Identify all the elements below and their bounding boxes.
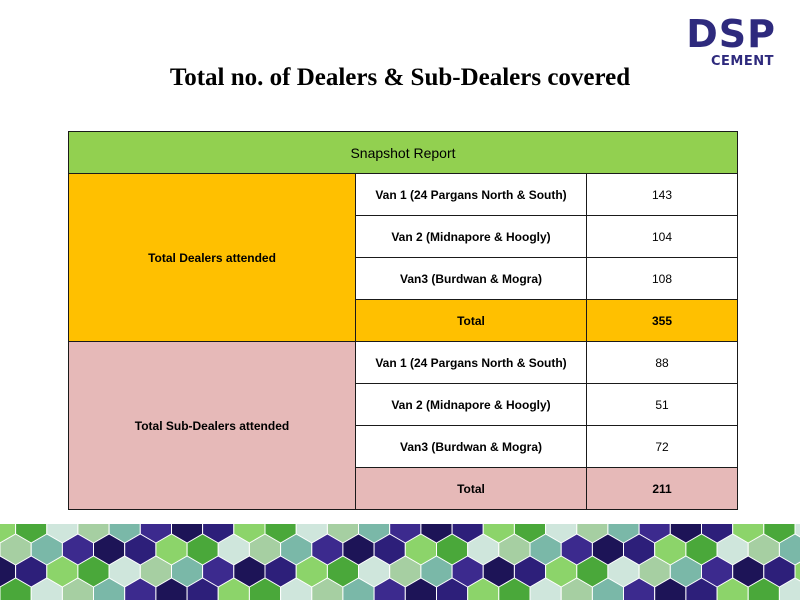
hexagon-shape bbox=[217, 577, 250, 600]
group-label-dealers: Total Dealers attended bbox=[68, 173, 356, 342]
hexagon-shape bbox=[747, 577, 780, 600]
hexagon-shape bbox=[404, 577, 437, 600]
table-row: Total Dealers attended Van 1 (24 Pargans… bbox=[68, 173, 738, 342]
hexagon-shape bbox=[373, 577, 406, 600]
count-cell: 143 bbox=[586, 173, 738, 216]
dsp-cement-logo: DSP CEMENT bbox=[636, 12, 776, 70]
van-cell: Van 2 (Midnapore & Hoogly) bbox=[355, 215, 587, 258]
table-header: Snapshot Report bbox=[68, 131, 738, 174]
hexagon-shape bbox=[560, 577, 593, 600]
van-cell: Van 1 (24 Pargans North & South) bbox=[355, 173, 587, 216]
hexagon-shape bbox=[654, 577, 687, 600]
slide-title: Total no. of Dealers & Sub-Dealers cover… bbox=[169, 64, 631, 91]
total-label: Total bbox=[355, 299, 587, 342]
total-label: Total bbox=[355, 467, 587, 510]
count-cell: 88 bbox=[586, 341, 738, 384]
van-cell: Van3 (Burdwan & Mogra) bbox=[355, 425, 587, 468]
hexagon-shape bbox=[716, 577, 749, 600]
table-header-row: Snapshot Report bbox=[68, 131, 738, 174]
hexagon-shape bbox=[124, 577, 157, 600]
snapshot-report-table: Snapshot Report Total Dealers attended V… bbox=[68, 131, 738, 510]
table-row: Van3 (Burdwan & Mogra) 72 bbox=[69, 425, 738, 468]
logo-sub: CEMENT bbox=[711, 54, 774, 69]
total-value: 211 bbox=[586, 467, 738, 510]
count-cell: 104 bbox=[586, 215, 738, 258]
decorative-hexagon-banner bbox=[0, 524, 800, 600]
van-cell: Van 2 (Midnapore & Hoogly) bbox=[355, 383, 587, 426]
hexagon-shape bbox=[155, 577, 188, 600]
hexagon-shape bbox=[498, 577, 531, 600]
count-cell: 108 bbox=[586, 257, 738, 300]
van-cell: Van3 (Burdwan & Mogra) bbox=[355, 257, 587, 300]
count-cell: 51 bbox=[586, 383, 738, 426]
hexagon-shape bbox=[529, 577, 562, 600]
hexagon-shape bbox=[685, 577, 718, 600]
group-label-subdealers: Total Sub-Dealers attended bbox=[68, 341, 356, 510]
total-value: 355 bbox=[586, 299, 738, 342]
hexagon-shape bbox=[591, 577, 624, 600]
hexagon-shape bbox=[186, 577, 219, 600]
hexagon-shape bbox=[93, 577, 126, 600]
table-row: Van 2 (Midnapore & Hoogly) 51 bbox=[69, 383, 738, 426]
table-row: Total Sub-Dealers attended Van 1 (24 Par… bbox=[68, 341, 738, 510]
table-row: Van3 (Burdwan & Mogra) 108 bbox=[69, 257, 738, 300]
count-cell: 72 bbox=[586, 425, 738, 468]
hexagon-shape bbox=[778, 577, 800, 600]
hexagon-shape bbox=[0, 577, 32, 600]
total-row-subdealers: Total 211 bbox=[69, 467, 738, 510]
van-cell: Van 1 (24 Pargans North & South) bbox=[355, 341, 587, 384]
hexagon-shape bbox=[623, 577, 656, 600]
logo-brand: DSP bbox=[686, 12, 776, 56]
hexagon-shape bbox=[248, 577, 282, 600]
hexagon-shape bbox=[436, 577, 469, 600]
hexagon-shape bbox=[311, 577, 344, 600]
hexagon-shape bbox=[61, 577, 94, 600]
hexagon-shape bbox=[280, 577, 313, 600]
hexagon-shape bbox=[30, 577, 63, 600]
hexagon-shape bbox=[342, 577, 375, 600]
hexagon-shape bbox=[467, 577, 500, 600]
table-row: Van 2 (Midnapore & Hoogly) 104 bbox=[69, 215, 738, 258]
